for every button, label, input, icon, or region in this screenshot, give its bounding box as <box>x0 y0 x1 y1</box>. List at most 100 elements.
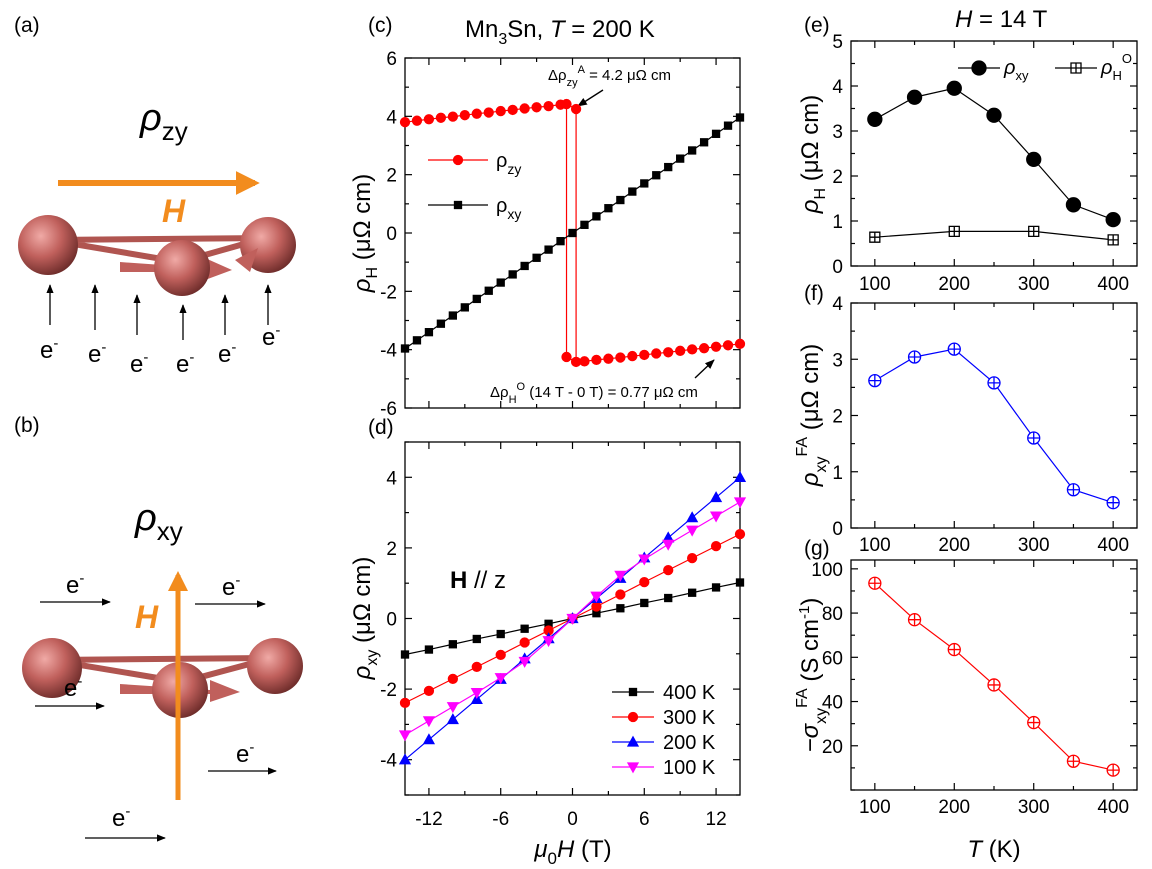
chart-d-xlabel: μ0H (T) <box>533 836 611 868</box>
series-rho-xy <box>867 80 1121 228</box>
data-point <box>472 294 481 304</box>
svg-text:e-: e- <box>130 349 148 378</box>
data-point <box>495 649 506 661</box>
data-point <box>1027 715 1041 730</box>
legend-marker <box>452 154 464 166</box>
data-point <box>591 354 602 366</box>
y-tick-label: 3 <box>832 122 843 143</box>
data-point <box>640 179 649 188</box>
data-point <box>699 138 709 147</box>
legend-marker <box>971 60 987 76</box>
data-point <box>412 336 422 345</box>
svg-text:e-: e- <box>88 339 106 368</box>
panel-a-illustration: (a) ρzy H e- e- e- e- e- e- <box>14 14 296 378</box>
y-tick-label: 1 <box>832 463 843 484</box>
data-point <box>687 588 697 597</box>
x-tick-label: -12 <box>415 809 442 830</box>
data-point <box>638 554 651 566</box>
chart-g: 100 200 300 400 20 40 60 80 100 <box>811 559 1138 818</box>
data-point <box>520 624 529 633</box>
legend-marker <box>453 200 463 210</box>
y-tick-label: 4 <box>386 468 397 489</box>
data-point <box>615 352 626 363</box>
y-tick-label: 0 <box>832 519 843 540</box>
y-tick-label: 60 <box>822 648 843 669</box>
legend-marker <box>1070 62 1082 74</box>
panel-label-f: (f) <box>804 282 824 305</box>
series-line <box>404 103 577 123</box>
data-point <box>722 340 734 351</box>
data-point <box>1107 234 1119 246</box>
data-point <box>711 129 721 138</box>
x-tick-label: -6 <box>492 809 509 830</box>
data-point <box>627 350 638 362</box>
legend-label: 200 K <box>663 732 716 754</box>
svg-text:e-: e- <box>64 673 82 702</box>
chart-e-title: H = 14 T <box>955 6 1048 33</box>
annotation-ordinary-hall: ΔρHO (14 T - 0 T) = 0.77 μΩ cm <box>490 381 698 406</box>
y-tick-label: 4 <box>386 107 397 128</box>
field-label: H <box>135 599 159 635</box>
data-point <box>520 261 529 271</box>
axis-ticks <box>405 441 740 796</box>
plot-frame <box>850 302 1138 529</box>
y-tick-label: 0 <box>386 610 397 631</box>
y-tick-label: 20 <box>822 737 843 758</box>
chart-e: 100 200 300 400 0 1 2 3 4 5 <box>832 32 1138 295</box>
y-tick-label: 4 <box>832 294 843 315</box>
y-tick-label: 2 <box>386 539 397 560</box>
data-point <box>422 733 436 745</box>
chart-f-ylabel: ρxyFA (μΩ cm) <box>794 344 830 487</box>
data-point <box>628 187 637 196</box>
data-point <box>1106 496 1120 510</box>
svg-text:e-: e- <box>112 803 130 832</box>
data-point <box>723 121 733 130</box>
svg-text:e-: e- <box>262 322 280 351</box>
y-tick-label: 4 <box>832 77 843 98</box>
legend-marker <box>626 735 640 747</box>
series-rho-zy <box>399 98 746 368</box>
data-point <box>711 583 721 592</box>
field-direction-note: H // z <box>450 567 506 594</box>
data-point <box>448 311 458 320</box>
data-point <box>616 604 625 613</box>
data-point <box>1028 225 1040 237</box>
data-point <box>399 697 411 709</box>
legend-entry: ρxy <box>958 57 1029 83</box>
axis-ticks <box>405 57 740 409</box>
data-point <box>734 528 746 540</box>
annotation-arrow <box>694 359 715 379</box>
legend-entry: 100 K <box>612 757 716 779</box>
data-point <box>906 89 923 105</box>
data-point <box>566 613 579 625</box>
data-point <box>868 373 882 388</box>
data-point <box>448 640 458 649</box>
legend-label: 100 K <box>663 757 716 779</box>
data-point <box>570 103 582 115</box>
data-point <box>987 376 1001 390</box>
series-line <box>566 343 741 363</box>
legend-entry: 400 K <box>612 682 716 704</box>
x-tick-label: 300 <box>1018 535 1050 556</box>
series-line <box>874 348 1114 504</box>
data-point <box>411 115 423 126</box>
field-label: H <box>162 193 186 229</box>
annotation-arrow <box>577 89 604 107</box>
data-point <box>867 111 883 127</box>
series-rho-xy-FA <box>868 342 1120 510</box>
data-point <box>947 642 961 657</box>
chart-d-ylabel: ρxy (μΩ cm) <box>349 557 381 681</box>
data-point <box>424 645 434 654</box>
data-point <box>424 328 434 337</box>
data-point <box>686 552 698 564</box>
x-tick-label: 200 <box>938 797 970 818</box>
series-100-K <box>398 497 747 742</box>
data-point <box>987 678 1001 692</box>
data-point <box>561 351 572 363</box>
data-point <box>946 80 962 96</box>
data-point <box>710 540 722 552</box>
data-point <box>570 356 582 368</box>
data-point <box>494 673 507 685</box>
data-point <box>422 716 436 728</box>
data-point <box>662 539 675 551</box>
